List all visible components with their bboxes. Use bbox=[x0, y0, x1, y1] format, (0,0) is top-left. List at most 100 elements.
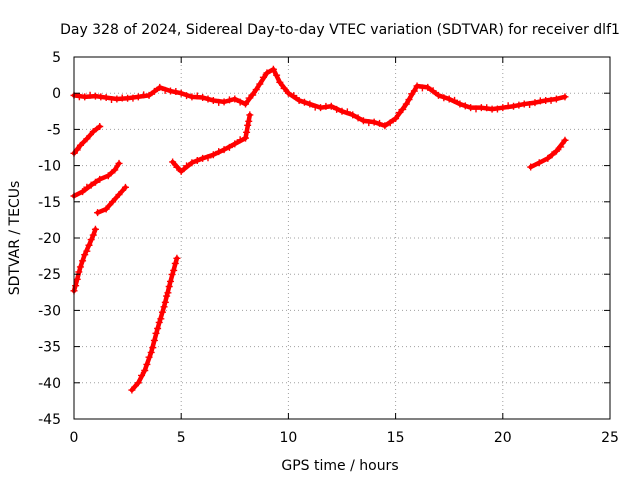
data-point-marker bbox=[544, 154, 552, 162]
data-point-marker bbox=[156, 83, 164, 91]
sample-marker bbox=[161, 298, 169, 306]
sample-marker bbox=[183, 92, 191, 100]
data-point-marker bbox=[381, 122, 389, 130]
data-point-marker bbox=[561, 136, 569, 144]
data-point-marker bbox=[231, 95, 239, 103]
series-arc-1 bbox=[70, 123, 104, 157]
y-tick-label: 0 bbox=[52, 86, 61, 102]
data-point-marker bbox=[113, 95, 121, 103]
sample-marker bbox=[83, 183, 91, 191]
y-tick-label: -40 bbox=[38, 376, 61, 392]
sample-marker bbox=[149, 344, 157, 352]
sample-marker bbox=[163, 292, 171, 300]
series-arc-4 bbox=[70, 225, 99, 295]
sample-marker bbox=[193, 92, 201, 100]
data-point-marker bbox=[89, 128, 97, 136]
sample-marker bbox=[143, 360, 151, 368]
data-point-marker bbox=[434, 91, 442, 99]
data-point-marker bbox=[392, 115, 400, 123]
data-point-marker bbox=[76, 141, 84, 149]
data-point-marker bbox=[145, 91, 153, 99]
sample-marker bbox=[152, 329, 160, 337]
data-point-marker bbox=[359, 117, 367, 125]
sample-marker bbox=[243, 128, 251, 136]
data-point-marker bbox=[154, 325, 162, 332]
sample-marker bbox=[256, 80, 264, 88]
data-point-marker bbox=[456, 100, 464, 108]
series-arc-7 bbox=[527, 136, 569, 171]
sample-marker bbox=[333, 105, 341, 113]
series-arc-main bbox=[70, 65, 569, 130]
x-tick-label: 10 bbox=[279, 430, 297, 446]
y-tick-label: -10 bbox=[38, 159, 61, 175]
data-point-marker bbox=[327, 102, 335, 110]
sample-marker bbox=[225, 143, 233, 151]
y-tick-label: -5 bbox=[47, 122, 61, 138]
axis-ticks: 0 5 10 15 20 25 5 0 -5 -10 -15 -20 -25 -30 -35 -40 -45 bbox=[38, 50, 619, 446]
data-point-marker bbox=[531, 99, 539, 107]
data-point-marker bbox=[91, 92, 99, 100]
data-point-marker bbox=[510, 102, 518, 110]
sample-marker bbox=[526, 101, 534, 109]
data-point-marker bbox=[121, 183, 129, 191]
sample-marker bbox=[376, 119, 384, 127]
sample-marker bbox=[204, 154, 212, 162]
data-point-marker bbox=[263, 69, 271, 77]
data-point-marker bbox=[141, 366, 149, 374]
sample-marker bbox=[172, 88, 180, 96]
sample-marker bbox=[79, 257, 87, 265]
sample-marker bbox=[440, 94, 448, 102]
data-point-marker bbox=[134, 379, 142, 387]
data-point-marker bbox=[220, 146, 228, 154]
sample-marker bbox=[168, 270, 176, 278]
sample-marker bbox=[145, 353, 153, 361]
data-point-marker bbox=[317, 104, 325, 112]
data-point-marker bbox=[188, 159, 196, 167]
sample-marker bbox=[493, 105, 501, 113]
data-point-marker bbox=[276, 78, 284, 86]
sample-marker bbox=[173, 163, 181, 171]
sample-marker bbox=[225, 96, 233, 104]
data-point-marker bbox=[134, 93, 142, 101]
data-point-marker bbox=[199, 94, 207, 102]
sample-marker bbox=[73, 146, 81, 154]
data-point-marker bbox=[102, 205, 110, 213]
sample-marker bbox=[83, 247, 91, 255]
data-point-marker bbox=[96, 175, 104, 183]
sample-marker bbox=[164, 289, 172, 297]
series-band bbox=[170, 112, 253, 174]
x-tick-label: 25 bbox=[601, 430, 619, 446]
sample-marker bbox=[170, 266, 178, 274]
sample-marker bbox=[236, 98, 244, 106]
data-point-marker bbox=[445, 95, 453, 103]
sample-marker bbox=[472, 105, 480, 113]
sample-marker bbox=[158, 308, 166, 316]
sample-marker bbox=[280, 84, 288, 92]
sample-marker bbox=[150, 336, 158, 344]
data-point-marker bbox=[252, 86, 260, 94]
x-axis-title: GPS time / hours bbox=[281, 458, 398, 474]
y-tick-label: -20 bbox=[38, 231, 61, 247]
y-tick-label: -45 bbox=[38, 412, 61, 428]
data-point-marker bbox=[467, 104, 475, 112]
sample-marker bbox=[405, 96, 413, 104]
data-point-marker bbox=[552, 95, 560, 103]
sample-marker bbox=[547, 96, 555, 104]
y-tick-label: -25 bbox=[38, 267, 61, 283]
data-point-marker bbox=[104, 172, 112, 180]
data-series bbox=[70, 65, 569, 394]
x-tick-label: 0 bbox=[70, 430, 79, 446]
grid-lines bbox=[74, 57, 610, 419]
data-point-marker bbox=[169, 158, 177, 166]
sample-marker bbox=[399, 105, 407, 113]
data-point-marker bbox=[115, 191, 123, 199]
sample-marker bbox=[259, 73, 267, 81]
sample-marker bbox=[86, 91, 94, 99]
sample-marker bbox=[204, 95, 212, 103]
y-tick-label: -30 bbox=[38, 303, 61, 319]
sample-marker bbox=[548, 151, 556, 159]
sample-marker bbox=[97, 93, 105, 101]
data-point-marker bbox=[94, 209, 102, 217]
sample-marker bbox=[395, 109, 403, 117]
